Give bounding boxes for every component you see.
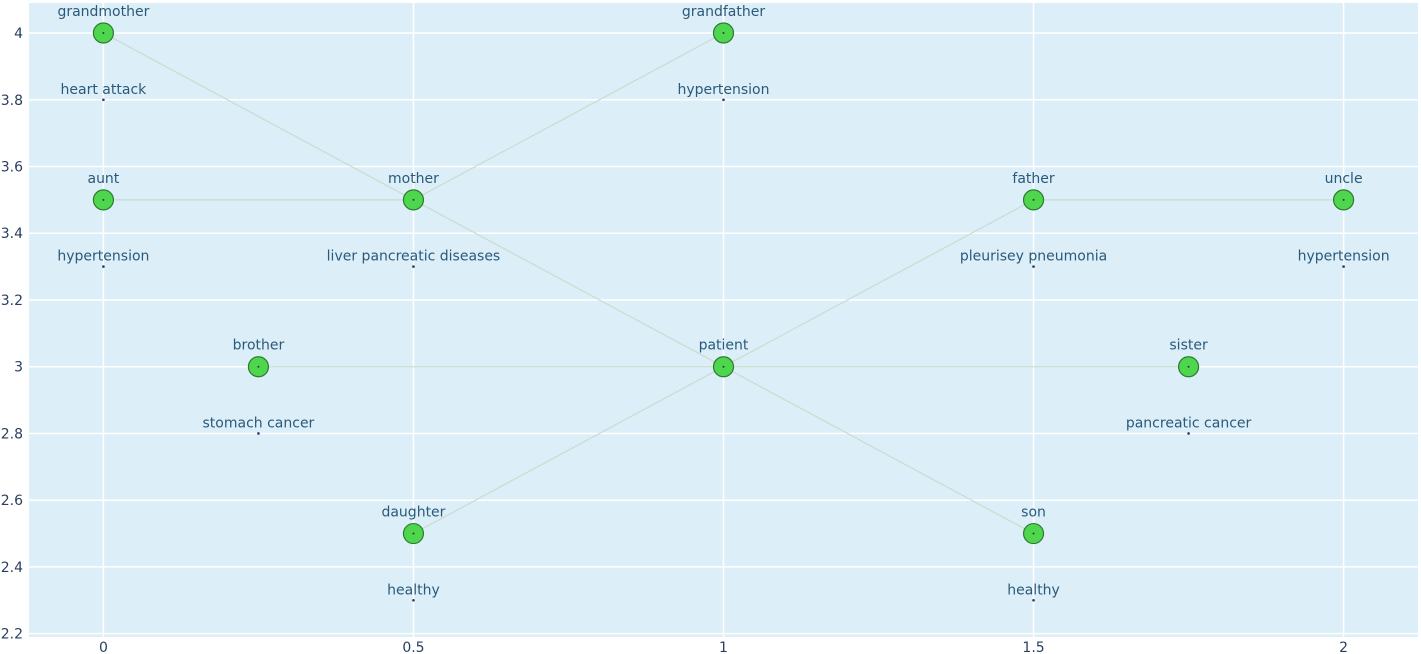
- relationship-edge: [413, 32, 724, 201]
- node-center-dot: [722, 365, 725, 368]
- family-member-label: patient: [699, 338, 749, 354]
- node-center-dot: [1032, 198, 1035, 201]
- x-tick-label: 2: [1339, 640, 1348, 654]
- condition-point: [722, 98, 725, 102]
- y-tick-label: 2.6: [1, 493, 23, 509]
- y-tick-label: 3: [14, 360, 23, 376]
- node-center-dot: [102, 198, 105, 201]
- nodes: grandmother grandfather aunt mother father un…: [57, 4, 1363, 545]
- condition-labels: heart attack hypertension hypertension live…: [57, 82, 1390, 602]
- relationship-edge: [723, 366, 1034, 535]
- condition-label: liver pancreatic diseases: [327, 249, 501, 265]
- node-center-dot: [412, 532, 415, 535]
- y-tick-label: 3.8: [1, 93, 23, 109]
- node-center-dot: [102, 32, 105, 35]
- condition-label: healthy: [1007, 582, 1060, 598]
- node-center-dot: [722, 32, 725, 35]
- family-member-label: daughter: [381, 505, 445, 521]
- node-center-dot: [1032, 532, 1035, 535]
- condition-label: hypertension: [677, 82, 769, 98]
- family-member-label: grandmother: [57, 4, 149, 20]
- y-tick-label: 2.2: [1, 627, 23, 643]
- condition-point: [102, 265, 105, 268]
- x-tick-label: 1.5: [1022, 640, 1044, 654]
- y-tick-label: 3.6: [1, 160, 23, 176]
- condition-point: [412, 265, 415, 268]
- relationship-edge: [413, 366, 724, 535]
- condition-point: [1032, 265, 1035, 268]
- x-tick-label: 0: [99, 640, 108, 654]
- node-center-dot: [412, 198, 415, 201]
- condition-point: [1187, 432, 1190, 435]
- y-tick-label: 2.4: [1, 560, 23, 576]
- family-member-label: mother: [388, 171, 439, 187]
- family-member-label: father: [1012, 171, 1054, 187]
- y-tick-label: 3.2: [1, 293, 23, 309]
- condition-point: [102, 98, 105, 102]
- family-member-label: son: [1021, 505, 1046, 521]
- condition-label: pancreatic cancer: [1126, 415, 1252, 431]
- condition-point: [412, 598, 415, 602]
- y-tick-label: 4: [14, 26, 23, 42]
- x-tick-label: 1: [719, 640, 728, 654]
- family-member-label: aunt: [87, 171, 119, 187]
- family-member-label: uncle: [1325, 171, 1363, 187]
- condition-label: hypertension: [57, 249, 149, 265]
- y-tick-label: 2.8: [1, 426, 23, 442]
- axis-ticks: 0 0.5 1 1.5 2 2.2 2.4 2.6 2.8 3 3.2 3.4 3.6 3.8 4: [1, 26, 1348, 654]
- condition-label: healthy: [387, 582, 440, 598]
- family-member-label: brother: [233, 338, 285, 354]
- relationship-edge: [723, 199, 1034, 368]
- condition-label: hypertension: [1298, 249, 1390, 265]
- condition-point: [1032, 598, 1035, 602]
- node-center-dot: [1342, 198, 1345, 201]
- condition-point: [257, 432, 260, 435]
- x-tick-label: 0.5: [402, 640, 424, 654]
- node-center-dot: [257, 365, 260, 368]
- condition-point: [1342, 265, 1345, 268]
- edges: [103, 32, 1344, 535]
- y-tick-label: 3.4: [1, 226, 23, 242]
- family-member-label: sister: [1169, 338, 1208, 354]
- condition-label: stomach cancer: [203, 415, 315, 431]
- family-member-label: grandfather: [682, 4, 765, 20]
- condition-label: heart attack: [61, 82, 148, 98]
- condition-label: pleurisey pneumonia: [960, 249, 1107, 265]
- node-center-dot: [1187, 365, 1190, 368]
